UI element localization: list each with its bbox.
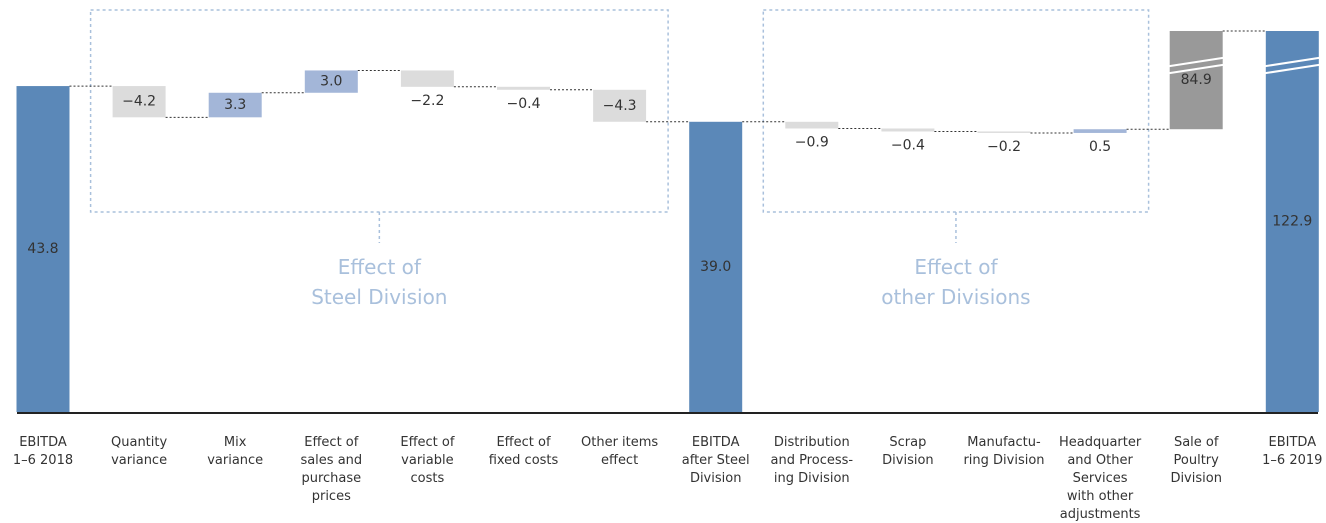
x-tick-label: Effect of fixed costs xyxy=(489,435,559,468)
value-label: −4.2 xyxy=(122,94,156,110)
x-tick-label: Distribution and Process-ing Division xyxy=(770,435,853,486)
group-box xyxy=(762,9,1150,213)
x-tick-label: Quantity variance xyxy=(111,435,167,468)
bar xyxy=(400,70,454,87)
bar xyxy=(881,128,935,132)
group-label: Effect of Steel Division xyxy=(311,255,447,309)
value-label: 3.3 xyxy=(224,97,246,113)
value-label: 39.0 xyxy=(700,259,731,275)
value-label: 3.0 xyxy=(320,74,342,90)
bar xyxy=(16,86,70,412)
x-tick-label: Effect of variable costs xyxy=(400,435,454,486)
bar xyxy=(593,89,647,122)
x-tick-label: Effect of sales and purchase prices xyxy=(300,435,362,504)
value-label: −0.2 xyxy=(987,139,1021,155)
x-tick-label: Scrap Division xyxy=(882,435,934,468)
x-tick-label: Mix variance xyxy=(207,435,263,468)
x-tick-label: Manufactu-ring Division xyxy=(963,435,1044,468)
bar xyxy=(977,131,1031,133)
axis-break xyxy=(1163,63,1229,75)
bar xyxy=(208,92,262,118)
bar xyxy=(785,121,839,129)
axis-break xyxy=(1259,63,1325,75)
x-tick-label: Other items effect xyxy=(581,435,658,468)
bar xyxy=(1169,31,1223,130)
value-label: −4.3 xyxy=(603,98,637,114)
bar xyxy=(689,121,743,412)
bar xyxy=(112,86,166,118)
value-label: 43.8 xyxy=(27,241,58,257)
value-label: −2.2 xyxy=(410,93,444,109)
x-tick-label: EBITDA after Steel Division xyxy=(682,435,750,486)
value-label: 84.9 xyxy=(1181,72,1212,88)
bar xyxy=(1073,129,1127,133)
value-label: −0.9 xyxy=(795,134,829,150)
value-label: 122.9 xyxy=(1272,214,1312,230)
axis-break xyxy=(1163,56,1229,68)
x-tick-label: Headquarter and Other Services with other ad… xyxy=(1059,435,1142,522)
x-tick-label: EBITDA 1–6 2019 xyxy=(1262,435,1322,468)
axis-break xyxy=(1259,56,1325,68)
bar xyxy=(497,86,550,90)
bar xyxy=(304,70,358,93)
x-tick-label: EBITDA 1–6 2018 xyxy=(13,435,73,468)
bar xyxy=(1265,31,1319,412)
group-box xyxy=(89,9,669,213)
group-label: Effect of other Divisions xyxy=(881,255,1030,309)
value-label: −0.4 xyxy=(507,96,541,112)
value-label: −0.4 xyxy=(891,137,925,153)
value-label: 0.5 xyxy=(1089,139,1111,155)
x-tick-label: Sale of Poultry Division xyxy=(1170,435,1222,486)
